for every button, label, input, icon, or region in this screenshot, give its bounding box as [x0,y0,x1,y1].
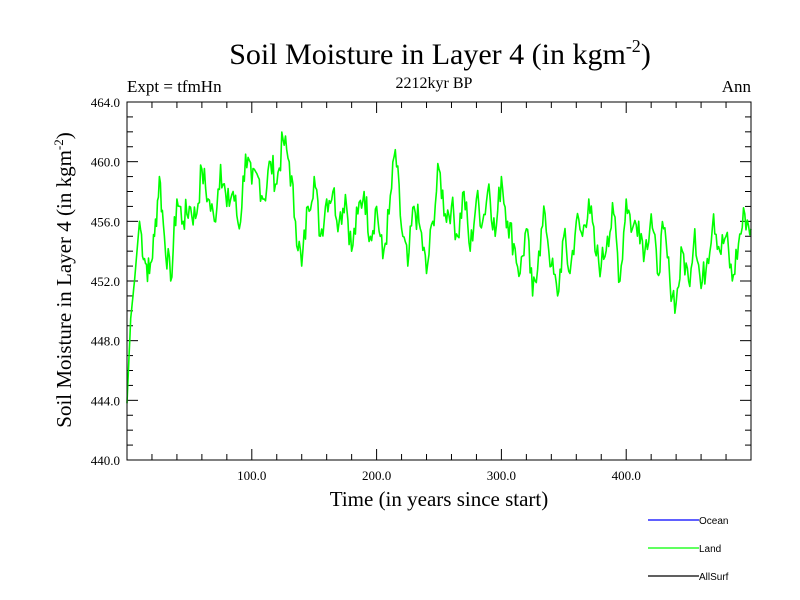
y-tick-label: 452.0 [91,274,120,289]
x-tick-label: 100.0 [237,468,266,483]
y-tick-label: 444.0 [91,393,120,408]
y-axis-label-close: ) [52,132,76,139]
chart-title-close: ) [641,38,651,71]
chart-subtitle: 2212kyr BP [396,75,473,92]
y-tick-label: 448.0 [91,334,120,349]
series-line-land [126,131,752,404]
y-axis-label-sup: -2 [51,139,66,150]
x-tick-label: 400.0 [612,468,641,483]
x-tick-label: 300.0 [487,468,516,483]
x-axis-label: Time (in years since start) [330,487,549,511]
season-label: Ann [722,77,752,96]
y-tick-label: 456.0 [91,214,120,229]
y-axis-label-main: Soil Moisture in Layer 4 (in kgm [52,150,76,428]
chart-title-main: Soil Moisture in Layer 4 (in kgm [229,38,626,71]
legend-label-ocean: Ocean [699,516,728,527]
experiment-label: Expt = tfmHn [127,77,222,96]
plot-frame [126,101,752,461]
y-tick-label: 464.0 [91,95,120,110]
y-axis-label: Soil Moisture in Layer 4 (in kgm-2) [51,132,76,427]
y-tick-label: 460.0 [91,155,120,170]
x-tick-label: 200.0 [362,468,391,483]
legend-label-allsurf: AllSurf [699,572,729,583]
chart-title-sup: -2 [626,36,641,56]
chart-title: Soil Moisture in Layer 4 (in kgm-2) [229,36,651,71]
y-tick-label: 440.0 [91,453,120,468]
legend-label-land: Land [699,544,721,555]
